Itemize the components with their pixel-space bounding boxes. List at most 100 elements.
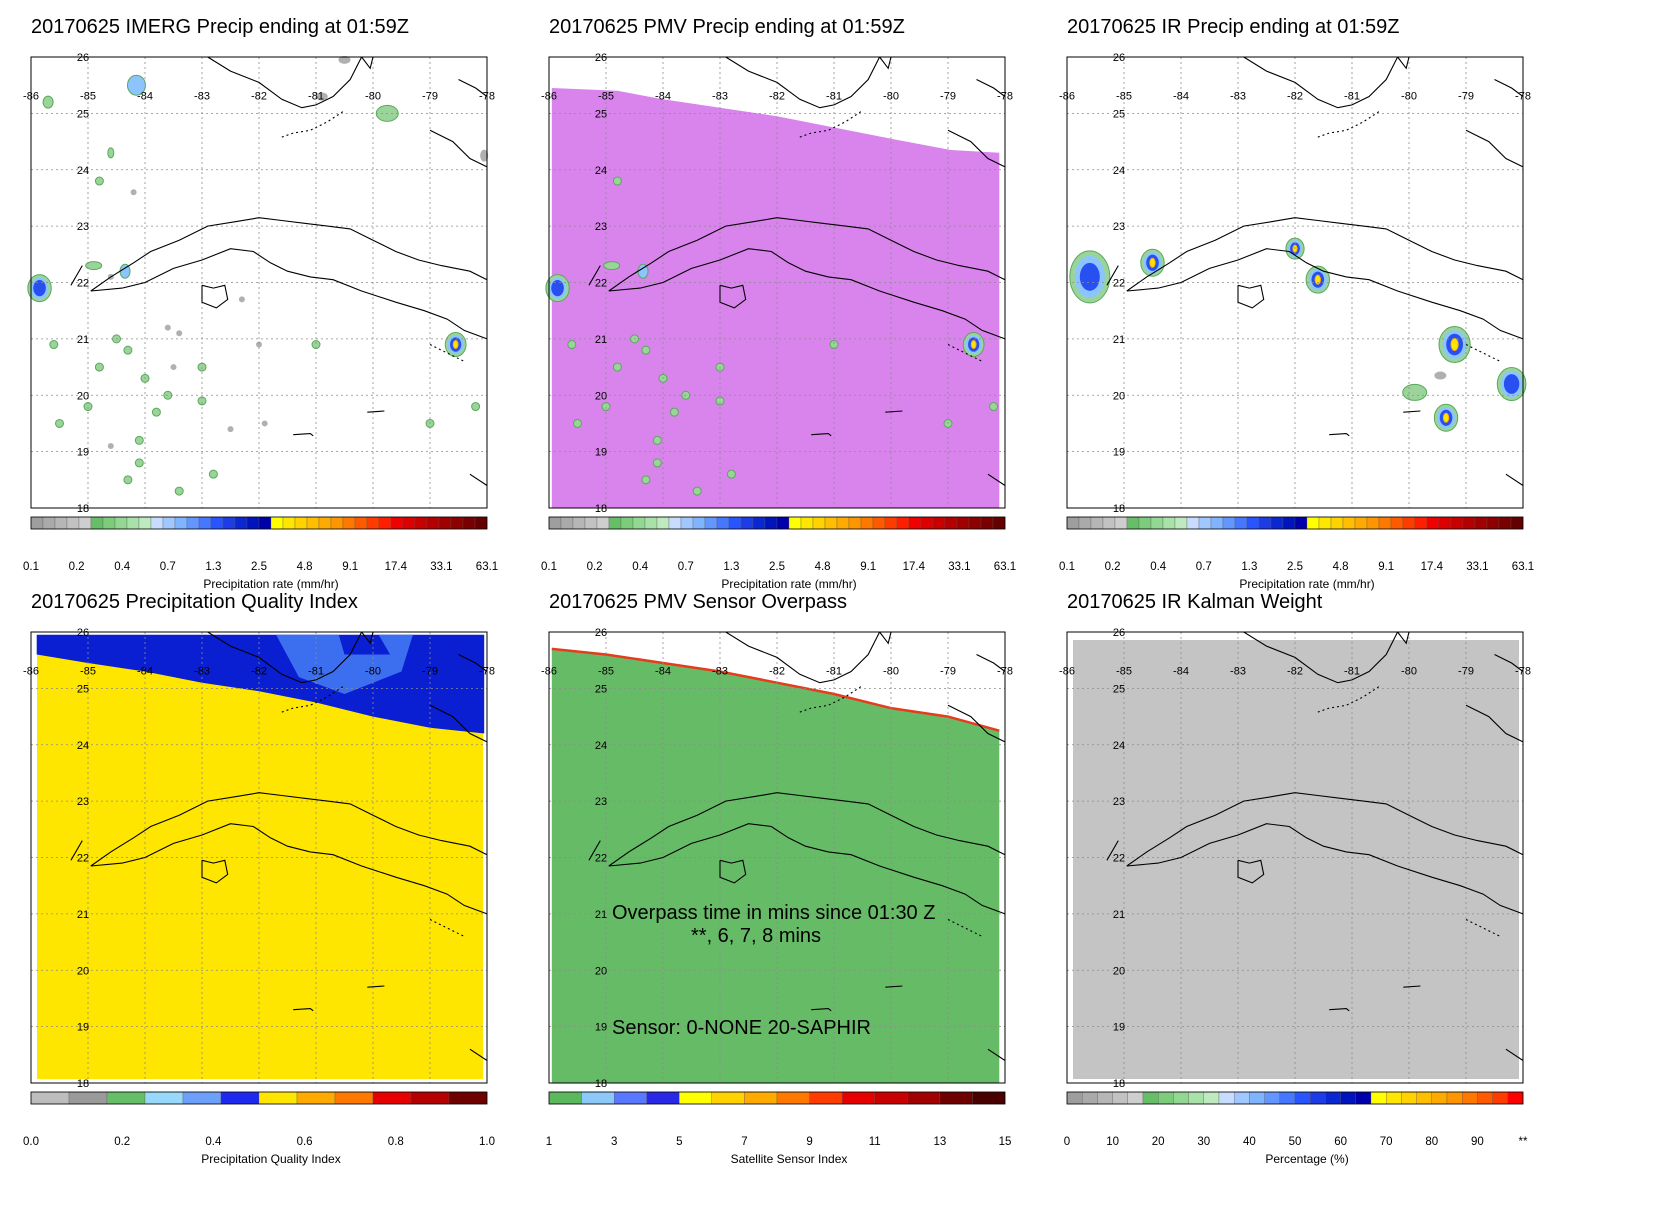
lat-label: 23 — [595, 796, 607, 808]
lon-label: -84 — [137, 665, 153, 677]
map-pmv-precip: -86 -85 -84 -83 -82 -81 -80 -79 -78 26 25 24 23 22 21 2… — [541, 52, 1013, 530]
colorbar-swatch — [1234, 516, 1248, 530]
colorbar-swatch — [632, 516, 646, 530]
colorbar-tick: 2.5 — [251, 561, 267, 573]
colorbar-tick: 0.7 — [1195, 561, 1212, 573]
colorbar-tick: ** — [1518, 1136, 1528, 1148]
coastlines — [70, 631, 488, 1061]
colorbar-tick: 0.1 — [1059, 561, 1075, 573]
colorbar-swatch — [106, 1091, 146, 1105]
lat-label: 24 — [77, 165, 89, 177]
colorbar-swatch — [150, 516, 164, 530]
colorbar-tick: 33.1 — [1466, 561, 1489, 573]
lon-label: -80 — [1401, 665, 1417, 677]
colorbar-tick: 1.3 — [723, 561, 740, 573]
colorbar-swatch — [812, 516, 826, 530]
colorbar-tick: 0.1 — [541, 561, 557, 573]
colorbar-tick: 90 — [1470, 1136, 1484, 1148]
colorbar-swatch — [330, 516, 344, 530]
lat-label: 18 — [595, 503, 607, 515]
colorbar-swatch — [462, 516, 476, 530]
lon-label: -83 — [194, 90, 210, 102]
colorbar-swatch — [939, 1091, 973, 1105]
colorbar-swatch — [334, 1091, 374, 1105]
colorbar-tick: 17.4 — [902, 561, 925, 573]
lon-label: -86 — [541, 665, 557, 677]
colorbar-swatch — [438, 516, 452, 530]
panel-title: 20170625 IR Kalman Weight — [1067, 591, 1323, 613]
lat-label: 21 — [1113, 334, 1125, 346]
lon-label: -84 — [655, 665, 671, 677]
colorbar-swatch — [1438, 516, 1452, 530]
lon-label: -79 — [422, 665, 438, 677]
lon-label: -85 — [598, 90, 614, 102]
colorbar-swatch — [680, 516, 694, 530]
lat-label: 26 — [77, 627, 89, 639]
colorbar-swatch — [258, 516, 272, 530]
colorbar-swatch — [1174, 516, 1188, 530]
lon-label: -85 — [1116, 665, 1132, 677]
colorbar-swatch — [968, 516, 982, 530]
lon-label: -85 — [598, 665, 614, 677]
lat-label: 20 — [595, 965, 607, 977]
colorbar-swatch — [1294, 1091, 1311, 1105]
lat-label: 20 — [1113, 390, 1125, 402]
lat-label: 20 — [595, 390, 607, 402]
colorbar-swatch — [1431, 1091, 1448, 1105]
colorbar-swatch — [1462, 1091, 1478, 1105]
lon-label: -80 — [883, 665, 899, 677]
colorbar-swatch — [1162, 516, 1176, 530]
colorbar-swatch — [246, 516, 260, 530]
colorbar-tick: 0.8 — [387, 1136, 404, 1148]
lon-label: -85 — [80, 665, 96, 677]
colorbar-tick: 80 — [1425, 1136, 1439, 1148]
lon-label: -78 — [1515, 665, 1531, 677]
colorbar-swatch — [744, 1091, 778, 1105]
colorbar-swatch — [1462, 516, 1476, 530]
colorbar-swatch — [68, 1091, 108, 1105]
colorbar-tick: 17.4 — [384, 561, 407, 573]
coastlines — [1106, 56, 1524, 486]
map-sensor-overpass: -86 -85 -84 -83 -82 -81 -80 -79 -78 26 25 24 23 22 21 2… — [541, 627, 1013, 1105]
colorbar-swatch — [972, 1091, 1006, 1105]
coastlines — [70, 56, 488, 486]
colorbar-tick: 60 — [1334, 1136, 1347, 1148]
lon-label: -79 — [1458, 665, 1474, 677]
panel-kalman-weight: 20170625 IR Kalman Weight -86 -85 -84 -83 -8… — [1059, 575, 1604, 1175]
colorbar-tick: 0.7 — [159, 561, 176, 573]
lon-label: -83 — [1230, 90, 1246, 102]
colorbar-swatch — [944, 516, 958, 530]
panel-ir-precip: 20170625 IR Precip ending at 01:59Z -86-… — [1059, 0, 1604, 600]
colorbar-swatch — [692, 516, 706, 530]
lat-label: 26 — [595, 52, 607, 64]
colorbar-swatch — [1306, 516, 1320, 530]
panel-pmv-precip: 20170625 PMV Precip ending at 01:59Z -86… — [541, 0, 1086, 600]
colorbar-tick: 9.1 — [860, 561, 877, 573]
colorbar-swatch — [30, 516, 44, 530]
colorbar-swatch — [764, 516, 778, 530]
lat-label: 19 — [1113, 447, 1125, 459]
colorbar-swatch — [294, 516, 308, 530]
colorbar-tick: 1 — [545, 1136, 553, 1148]
colorbar-tick: 30 — [1197, 1136, 1211, 1148]
lon-label: -85 — [80, 90, 96, 102]
colorbar-swatch — [1203, 1091, 1220, 1105]
colorbar-swatch — [596, 516, 610, 530]
colorbar-tick: 0.2 — [1104, 561, 1121, 573]
overpass-mins-annotation: **, 6, 7, 8 mins — [691, 925, 822, 947]
colorbar-swatch — [66, 516, 80, 530]
lon-label: -81 — [308, 90, 324, 102]
colorbar-swatch — [1218, 1091, 1235, 1105]
lon-label: -78 — [997, 665, 1013, 677]
colorbar-swatch — [1492, 1091, 1508, 1105]
colorbar-tick: 15 — [998, 1136, 1012, 1148]
colorbar-swatch — [1234, 1091, 1250, 1105]
colorbar-label: Satellite Sensor Index — [730, 1152, 848, 1166]
colorbar-swatch — [1279, 1091, 1296, 1105]
colorbar-swatch — [198, 516, 212, 530]
colorbar-tick: 7 — [741, 1136, 748, 1148]
colorbar-swatch — [1318, 516, 1332, 530]
colorbar-tick: 63.1 — [475, 561, 499, 573]
lat-label: 24 — [1113, 165, 1125, 177]
axis-labels: -86 -85 -84 -83 -82 -81 -80 -79 -78 26 25 24 23 22 21 2… — [23, 627, 495, 1090]
